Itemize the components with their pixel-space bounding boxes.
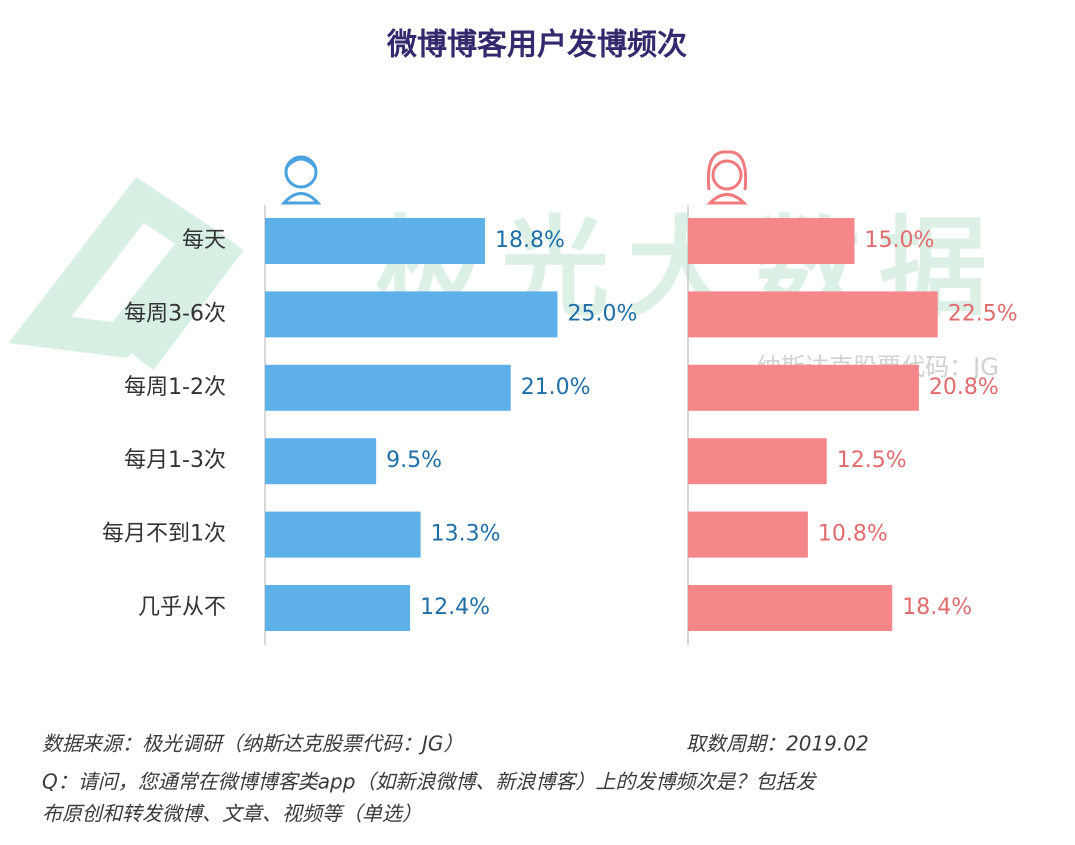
chart-title: 微博博客用户发博频次 xyxy=(386,28,687,63)
value-label: 18.8% xyxy=(495,228,565,253)
category-label: 每月1-3次 xyxy=(124,448,226,473)
bar xyxy=(688,511,808,558)
category-label: 每天 xyxy=(182,228,226,253)
value-label: 10.8% xyxy=(818,522,888,547)
watermark-logo xyxy=(8,177,244,371)
bar xyxy=(265,585,411,631)
bar xyxy=(265,218,485,264)
value-label: 15.0% xyxy=(865,228,935,253)
period: 取数周期：2019.02 xyxy=(686,732,869,756)
value-label: 21.0% xyxy=(521,375,591,400)
question: Q：请问，您通常在微博博客类app（如新浪微博、新浪博客）上的发博频次是？包括发 xyxy=(42,770,817,794)
bar xyxy=(265,438,377,485)
value-label: 20.8% xyxy=(929,375,999,400)
value-label: 12.4% xyxy=(420,595,490,620)
bar xyxy=(688,438,827,485)
category-label: 每周1-2次 xyxy=(124,375,226,400)
female-icon xyxy=(706,150,748,205)
bar xyxy=(265,291,558,338)
value-label: 25.0% xyxy=(568,301,638,326)
value-label: 13.3% xyxy=(431,522,501,547)
value-label: 12.5% xyxy=(837,448,907,473)
bar xyxy=(265,511,421,558)
category-label: 每月不到1次 xyxy=(102,522,226,547)
bar xyxy=(688,218,855,264)
male-icon xyxy=(280,155,322,205)
value-label: 18.4% xyxy=(902,595,972,620)
source: 数据来源：极光调研（纳斯达克股票代码：JG） xyxy=(42,732,463,756)
question: 布原创和转发微博、文章、视频等（单选） xyxy=(42,802,422,826)
value-label: 22.5% xyxy=(948,301,1018,326)
bar xyxy=(688,291,938,338)
category-label: 每周3-6次 xyxy=(124,301,226,326)
bar xyxy=(688,585,893,631)
bar xyxy=(688,364,919,411)
category-label: 几乎从不 xyxy=(138,595,226,620)
value-label: 9.5% xyxy=(386,448,442,473)
bar xyxy=(265,364,511,411)
